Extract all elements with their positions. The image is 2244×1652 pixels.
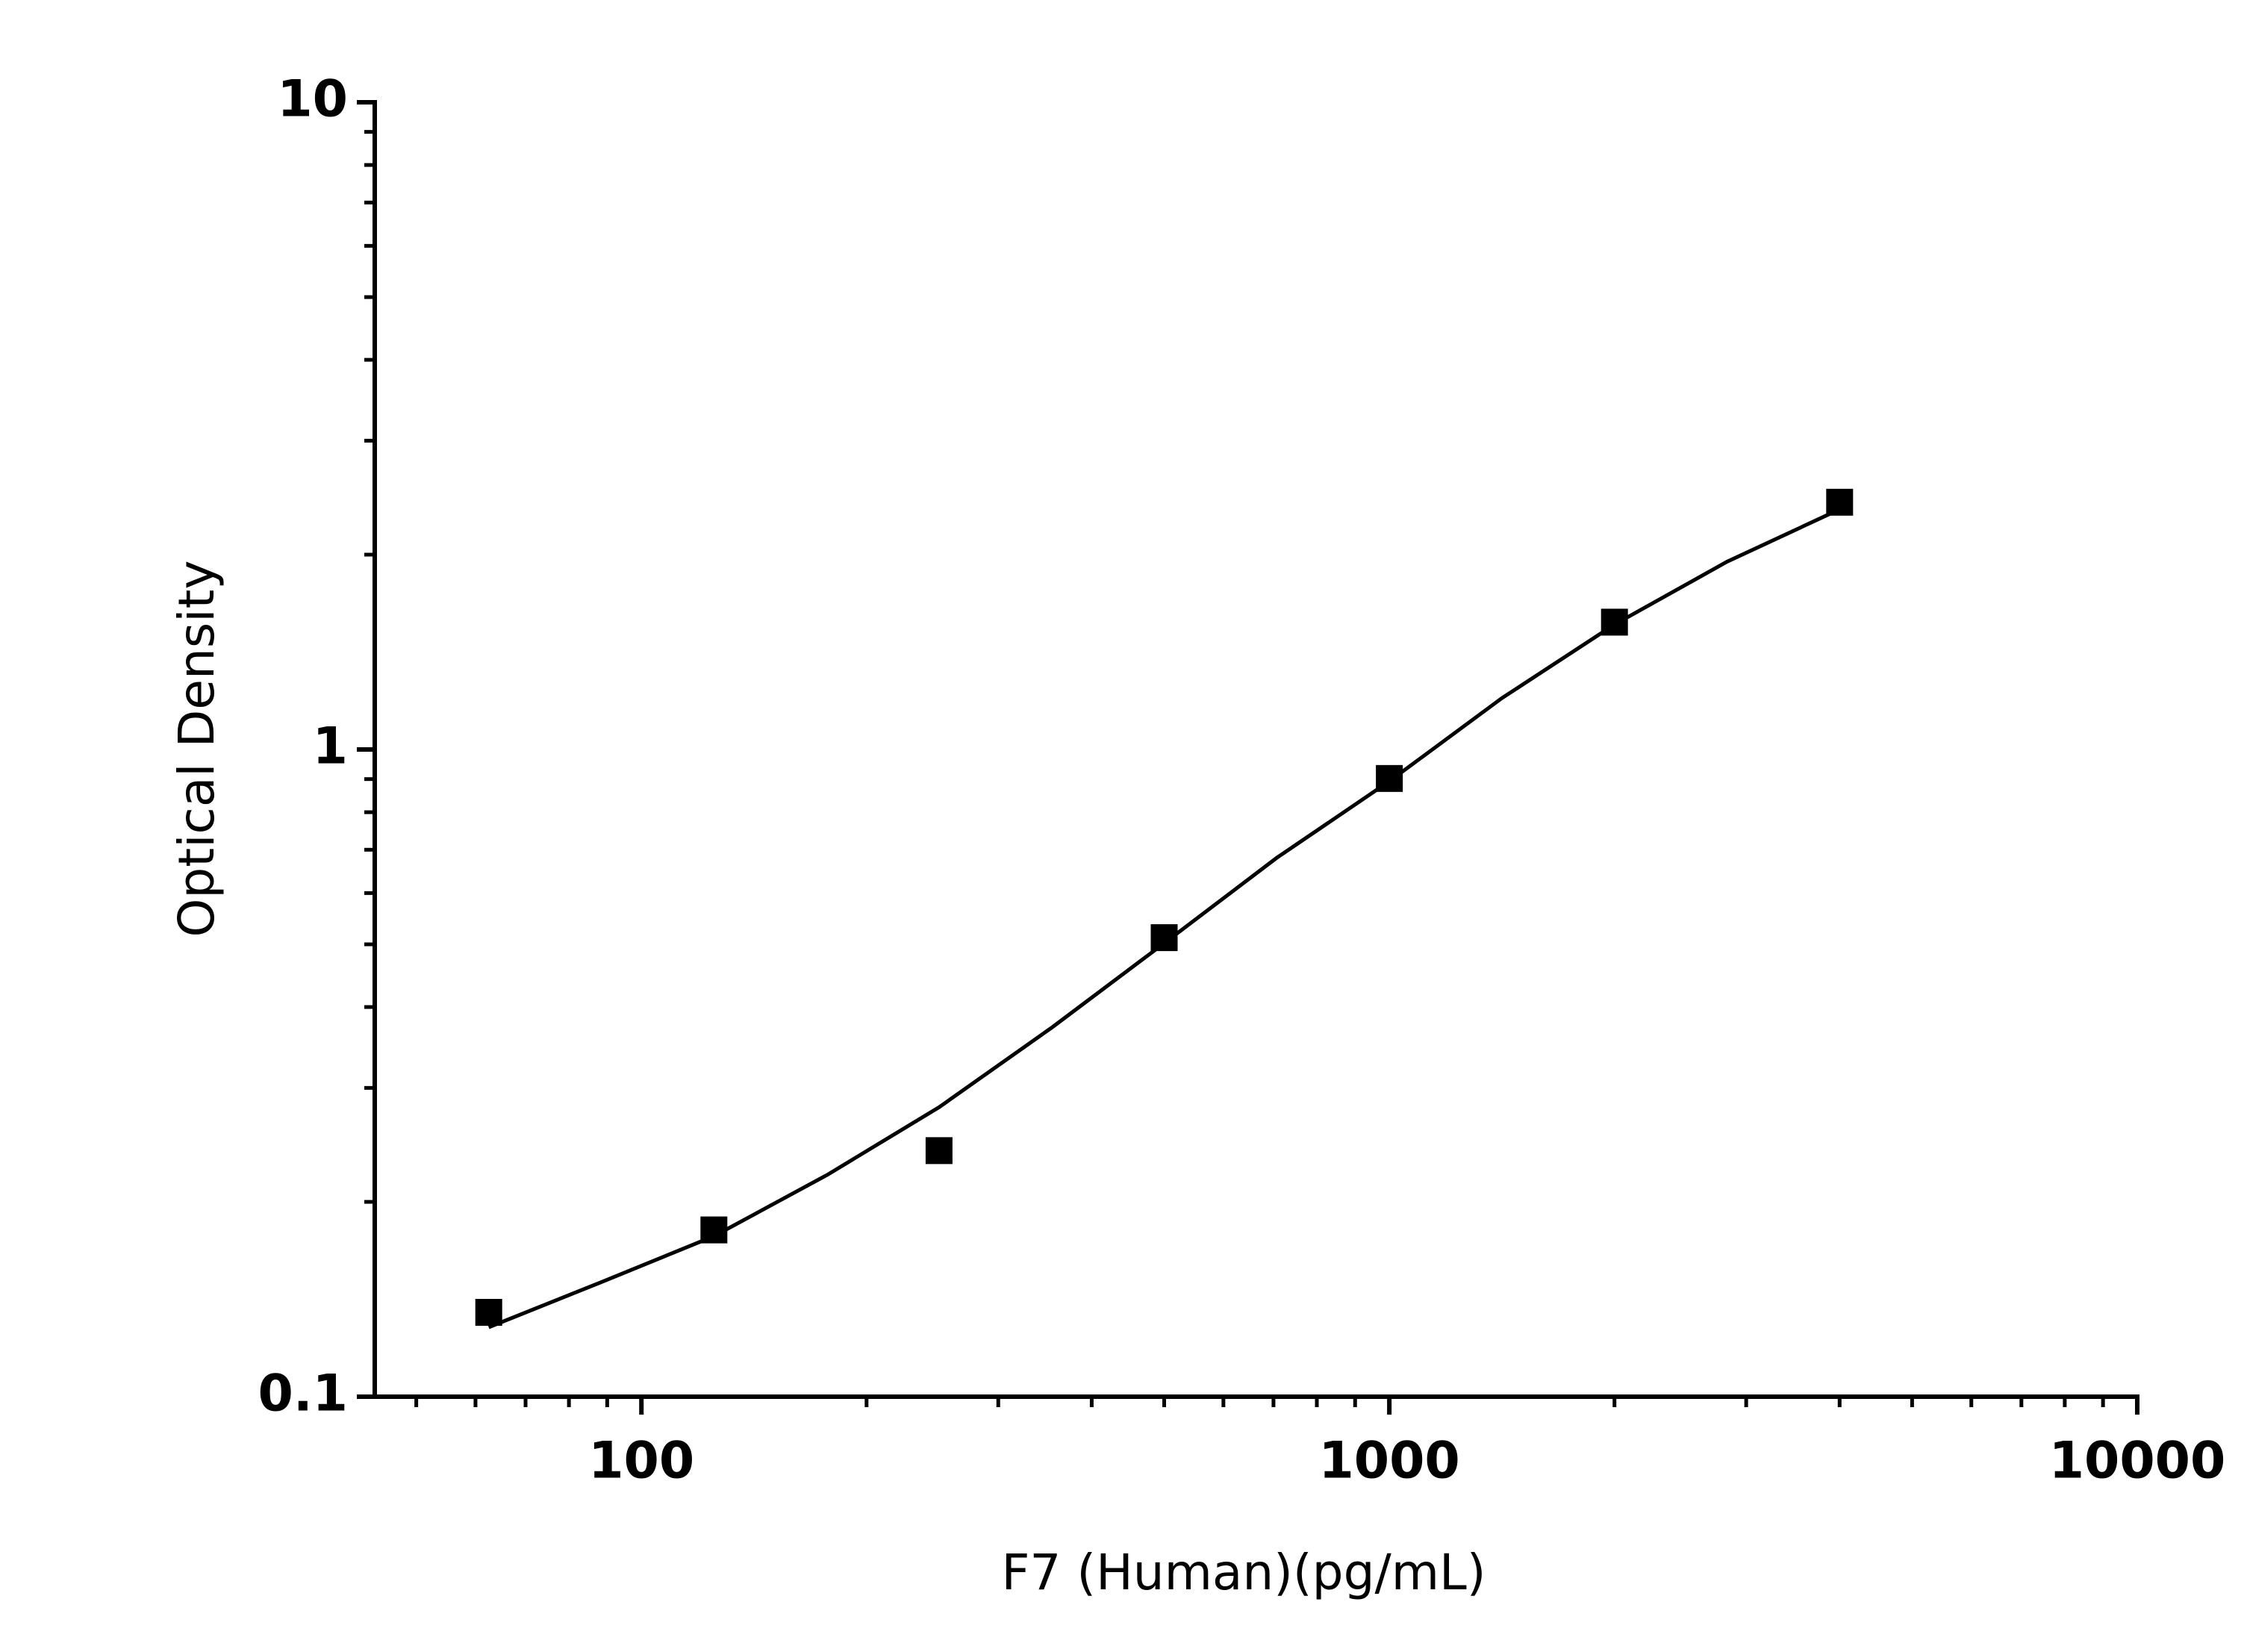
data-point [700,1216,728,1244]
x-tick-label: 10000 [2049,1432,2226,1491]
y-tick-label: 10 [277,70,348,129]
y-tick-label: 0.1 [258,1365,348,1424]
data-point [1376,764,1403,792]
y-axis-label: Optical Density [168,560,225,937]
data-point [475,1299,502,1327]
x-tick-label: 1000 [1318,1432,1459,1491]
data-point [1150,924,1178,952]
x-tick-label: 100 [588,1432,694,1491]
data-point [1601,608,1628,636]
x-axis-label: F7 (Human)(pg/mL) [1001,1544,1486,1601]
data-point [925,1137,953,1165]
fit-curve [487,508,1841,1330]
y-tick-label: 1 [313,717,348,776]
data-point [1826,488,1854,516]
